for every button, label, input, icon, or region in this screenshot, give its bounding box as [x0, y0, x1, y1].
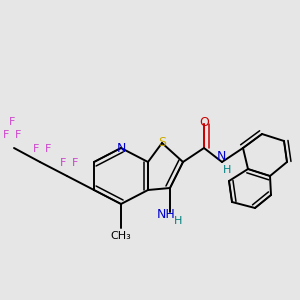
Text: CH₃: CH₃	[111, 231, 131, 241]
Text: F: F	[3, 130, 9, 140]
Text: O: O	[199, 116, 209, 128]
Text: NH: NH	[157, 208, 175, 220]
Text: F: F	[45, 144, 51, 154]
Text: H: H	[223, 165, 231, 175]
Text: N: N	[216, 151, 226, 164]
Text: N: N	[116, 142, 126, 154]
Text: F: F	[15, 130, 21, 140]
Text: H: H	[174, 216, 182, 226]
Text: F: F	[9, 117, 15, 127]
Text: S: S	[158, 136, 166, 149]
Text: F: F	[60, 158, 66, 168]
Text: F: F	[72, 158, 78, 168]
Text: F: F	[33, 144, 39, 154]
